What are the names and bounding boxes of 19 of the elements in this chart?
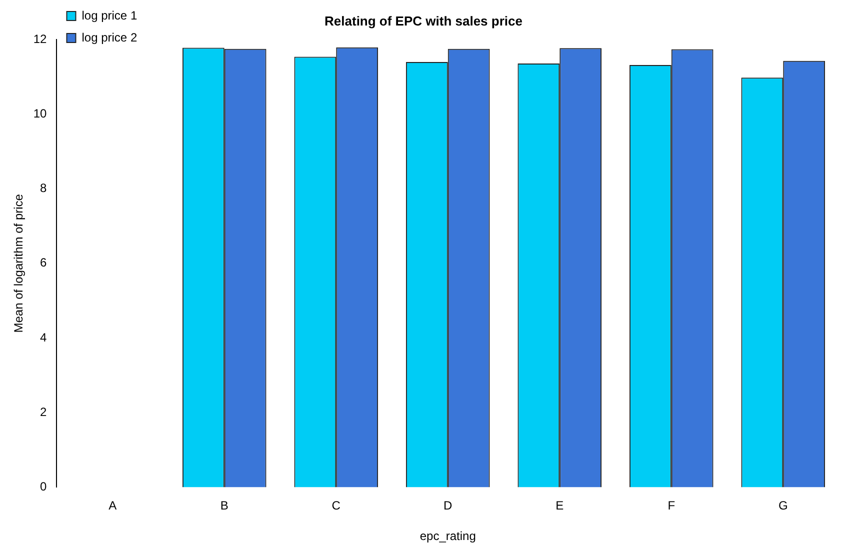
y-tick-label: 0 [40, 480, 48, 494]
x-tick-label: F [668, 498, 676, 513]
y-tick-label: 10 [33, 106, 48, 121]
x-tick-label: D [444, 498, 453, 513]
x-tick-label: C [332, 498, 341, 513]
y-tick-label: 12 [33, 32, 48, 46]
legend-label: log price 2 [82, 30, 138, 44]
x-tick-label: E [556, 498, 564, 513]
x-tick-label: B [220, 498, 228, 513]
legend-label: log price 1 [82, 8, 138, 22]
y-tick-label: 6 [40, 256, 48, 270]
x-tick-label: A [108, 498, 117, 513]
y-tick-label: 2 [40, 404, 48, 419]
y-tick-label: 8 [40, 181, 48, 196]
x-axis-title: epc_rating [420, 529, 476, 544]
y-tick-label: 4 [40, 330, 48, 344]
y-axis-title: Mean of logarithm of price [12, 194, 26, 333]
chart-title: Relating of EPC with sales price [324, 13, 522, 28]
x-tick-label: G [778, 498, 788, 513]
